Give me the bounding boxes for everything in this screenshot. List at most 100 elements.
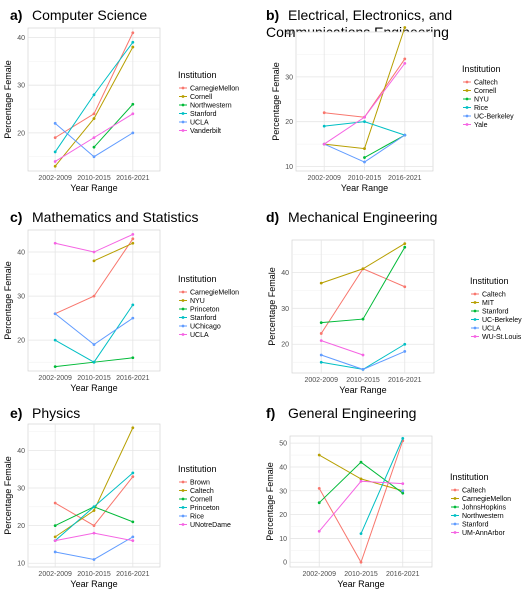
data-point	[92, 145, 96, 149]
data-point	[92, 360, 96, 364]
legend-item: Rice	[474, 105, 488, 112]
y-tick-label: 0	[283, 560, 287, 567]
chart-5: e) Physics 10 20 30 40 2002-2009 2010-2015 2016-…	[3, 405, 231, 589]
data-point	[53, 136, 57, 140]
data-point	[92, 531, 96, 535]
legend-item: UCLA	[190, 120, 209, 127]
legend-item: Princeton	[190, 307, 220, 314]
data-point	[361, 353, 365, 357]
legend-item: CarnegieMellon	[190, 290, 239, 297]
series-line-NYU	[93, 242, 134, 262]
legend-key-point	[181, 514, 185, 518]
legend-key-point	[465, 123, 469, 126]
data-point	[361, 368, 365, 371]
legend-key-point	[453, 522, 457, 526]
data-point	[92, 155, 96, 159]
data-point	[53, 160, 57, 163]
data-point	[403, 26, 407, 29]
x-tick-label: 2016-2021	[386, 571, 420, 578]
legend-title: Institution	[178, 274, 217, 284]
data-point	[131, 539, 135, 543]
legend-key-point	[181, 523, 185, 526]
data-point	[359, 460, 363, 464]
legend-item: WU-St.Louis	[482, 334, 522, 341]
data-point	[131, 471, 135, 475]
y-tick-label: 30	[281, 306, 289, 313]
legend-item: UC-Berkeley	[474, 114, 514, 121]
legend-title: Institution	[470, 276, 509, 286]
data-point	[131, 237, 135, 241]
data-point	[53, 524, 57, 528]
data-point	[131, 535, 135, 539]
chart-title: Mechanical Engineering	[288, 209, 437, 225]
data-point	[403, 57, 407, 61]
data-point	[403, 342, 407, 346]
data-point	[131, 426, 135, 430]
legend-key-point	[473, 318, 477, 321]
x-tick-label: 2016-2021	[388, 175, 422, 182]
data-point	[92, 505, 96, 509]
data-point	[322, 111, 326, 115]
legend-item: Cornell	[190, 497, 213, 504]
legend-item: UNotreDame	[190, 522, 231, 529]
legend-key-point	[181, 86, 185, 90]
data-point	[131, 475, 135, 479]
legend-title: Institution	[450, 472, 489, 482]
legend-title: Institution	[178, 70, 217, 80]
x-axis-title: Year Range	[339, 385, 386, 395]
data-point	[322, 142, 326, 146]
data-point	[53, 501, 57, 505]
data-point	[319, 281, 323, 285]
data-point	[53, 121, 57, 125]
legend-title: Institution	[178, 464, 217, 474]
series-line-NYU	[364, 134, 406, 158]
data-point	[131, 112, 135, 116]
legend-key-point	[181, 103, 185, 107]
x-tick-label: 2002-2009	[38, 175, 72, 182]
data-point	[401, 489, 405, 493]
legend-key-point	[181, 497, 185, 501]
y-tick-label: 20	[281, 342, 289, 349]
legend-key-point	[473, 335, 477, 338]
legend-item: UCLA	[190, 332, 209, 339]
y-tick-label: 40	[17, 250, 25, 257]
data-point	[92, 343, 96, 346]
y-tick-label: 20	[17, 338, 25, 345]
legend-item: UChicago	[190, 324, 221, 331]
panel-label: e)	[10, 405, 22, 421]
chart-title: Physics	[32, 405, 80, 421]
legend-key-point	[453, 514, 457, 517]
data-point	[359, 532, 363, 536]
legend-item: Stanford	[462, 522, 489, 529]
x-tick-label: 2002-2009	[307, 175, 341, 182]
data-point	[401, 482, 405, 486]
legend-item: Northwestern	[462, 513, 504, 520]
x-tick-label: 2010-2015	[346, 377, 380, 384]
panel-label: f)	[266, 405, 275, 421]
data-point	[131, 131, 135, 135]
data-point	[359, 560, 363, 564]
y-tick-label: 40	[17, 35, 25, 42]
panel-label: c)	[10, 209, 22, 225]
legend-item: NYU	[190, 298, 205, 305]
data-point	[319, 332, 323, 335]
legend-key-point	[181, 129, 185, 132]
data-point	[92, 117, 96, 120]
legend-item: Caltech	[482, 292, 506, 299]
data-point	[92, 112, 96, 116]
data-point	[319, 339, 323, 343]
legend-key-point	[453, 531, 457, 534]
legend-key-point	[473, 292, 477, 296]
data-point	[361, 317, 365, 321]
y-tick-label: 40	[279, 464, 287, 471]
legend-title: Institution	[462, 64, 501, 74]
legend-key-point	[453, 497, 457, 500]
y-tick-label: 30	[17, 294, 25, 301]
data-point	[401, 491, 405, 495]
legend-key-point	[181, 112, 185, 115]
legend-item: Princeton	[190, 505, 220, 512]
x-tick-label: 2002-2009	[38, 375, 72, 382]
data-point	[363, 147, 366, 150]
x-tick-label: 2016-2021	[388, 377, 422, 384]
y-tick-label: 20	[279, 512, 287, 519]
